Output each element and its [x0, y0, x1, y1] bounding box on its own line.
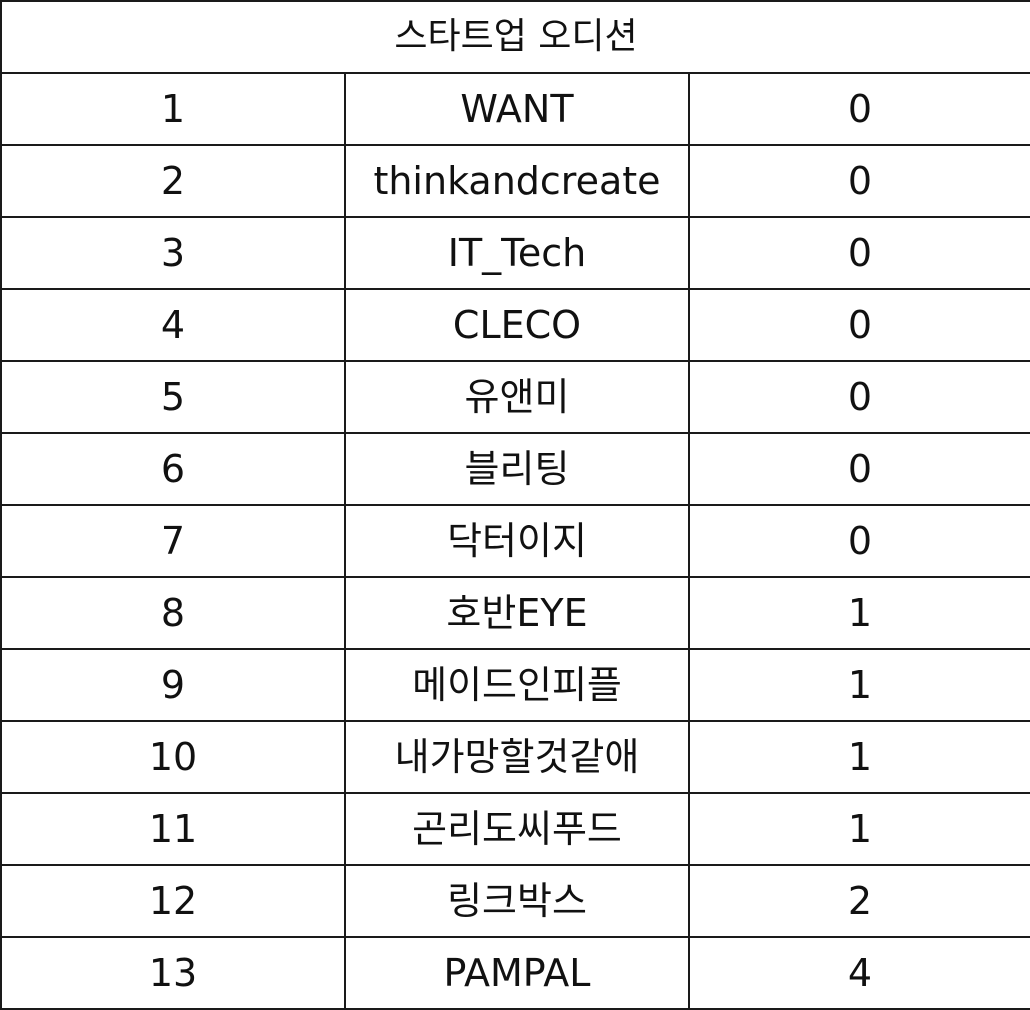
score-cell: 0 [688, 72, 1030, 146]
team-name-cell: 유앤미 [344, 360, 690, 434]
table-title: 스타트업 오디션 [0, 0, 1030, 74]
table-row: 7 닥터이지 0 [0, 504, 1030, 578]
rank-cell: 2 [0, 144, 346, 218]
team-name-cell: 링크박스 [344, 864, 690, 938]
table-row: 8 호반EYE 1 [0, 576, 1030, 650]
score-cell: 4 [688, 936, 1030, 1010]
rank-cell: 8 [0, 576, 346, 650]
team-name-cell: 블리팅 [344, 432, 690, 506]
table-row: 2 thinkandcreate 0 [0, 144, 1030, 218]
team-name-cell: 내가망할것같애 [344, 720, 690, 794]
score-cell: 0 [688, 360, 1030, 434]
score-cell: 0 [688, 432, 1030, 506]
score-cell: 0 [688, 504, 1030, 578]
table-row: 6 블리팅 0 [0, 432, 1030, 506]
rank-cell: 4 [0, 288, 346, 362]
table-row: 13 PAMPAL 4 [0, 936, 1030, 1010]
score-cell: 0 [688, 144, 1030, 218]
rank-cell: 12 [0, 864, 346, 938]
team-name-cell: IT_Tech [344, 216, 690, 290]
team-name-cell: PAMPAL [344, 936, 690, 1010]
team-name-cell: 호반EYE [344, 576, 690, 650]
rank-cell: 3 [0, 216, 346, 290]
score-cell: 1 [688, 792, 1030, 866]
rank-cell: 7 [0, 504, 346, 578]
team-name-cell: thinkandcreate [344, 144, 690, 218]
team-name-cell: WANT [344, 72, 690, 146]
score-cell: 2 [688, 864, 1030, 938]
rank-cell: 1 [0, 72, 346, 146]
table-row: 3 IT_Tech 0 [0, 216, 1030, 290]
team-name-cell: 메이드인피플 [344, 648, 690, 722]
table-row: 11 곤리도씨푸드 1 [0, 792, 1030, 866]
team-name-cell: CLECO [344, 288, 690, 362]
rank-cell: 5 [0, 360, 346, 434]
rank-cell: 13 [0, 936, 346, 1010]
rank-cell: 6 [0, 432, 346, 506]
team-name-cell: 곤리도씨푸드 [344, 792, 690, 866]
table-row: 9 메이드인피플 1 [0, 648, 1030, 722]
score-cell: 1 [688, 648, 1030, 722]
table-row: 10 내가망할것같애 1 [0, 720, 1030, 794]
table-row: 5 유앤미 0 [0, 360, 1030, 434]
table-row: 12 링크박스 2 [0, 864, 1030, 938]
score-cell: 1 [688, 576, 1030, 650]
table-row: 1 WANT 0 [0, 72, 1030, 146]
table-row: 4 CLECO 0 [0, 288, 1030, 362]
score-cell: 1 [688, 720, 1030, 794]
score-cell: 0 [688, 288, 1030, 362]
score-cell: 0 [688, 216, 1030, 290]
rank-cell: 11 [0, 792, 346, 866]
rank-cell: 10 [0, 720, 346, 794]
rank-cell: 9 [0, 648, 346, 722]
table-title-row: 스타트업 오디션 [0, 0, 1030, 74]
team-name-cell: 닥터이지 [344, 504, 690, 578]
